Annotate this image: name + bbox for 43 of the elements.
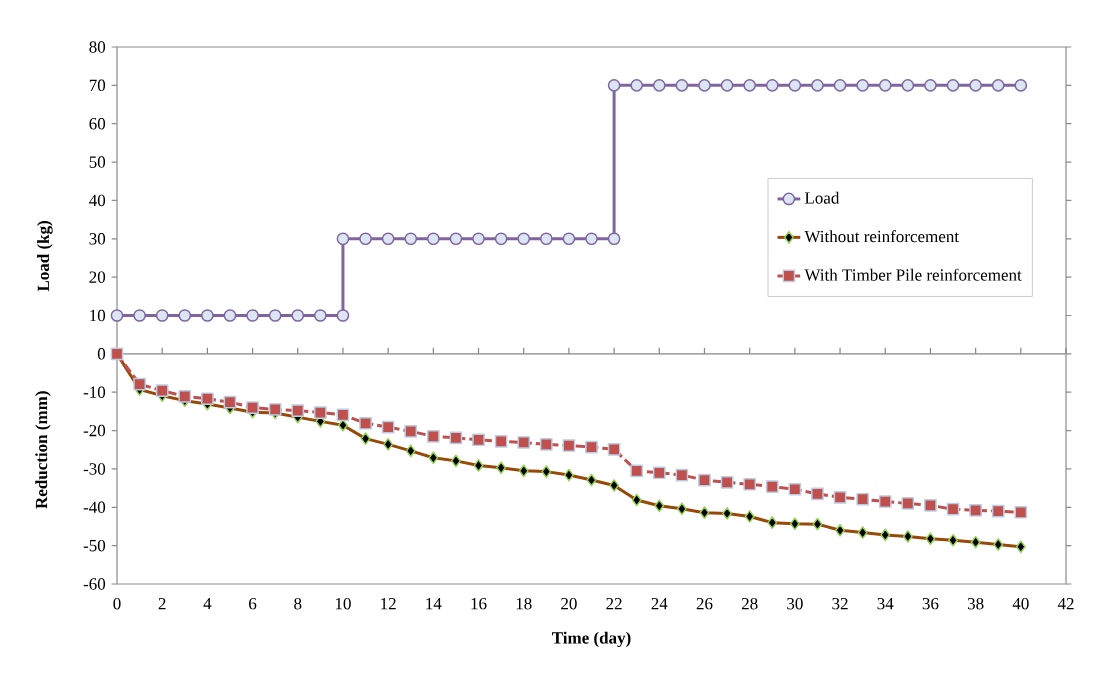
x-tick-label: 14 — [426, 597, 442, 610]
text: Reduction (mm) — [35, 391, 51, 509]
legend-label: With Timber Pile reinforcement — [804, 268, 1022, 281]
x-tick-label: 30 — [787, 597, 803, 610]
legend-label: Load — [804, 191, 840, 204]
y-tick-label: -20 — [83, 424, 106, 437]
legend-label: Without reinforcement — [804, 230, 959, 243]
x-tick-label: 36 — [922, 597, 939, 610]
x-tick-label: 6 — [249, 597, 257, 610]
x-tick-label: 4 — [203, 597, 212, 610]
y-axis-title: Load (kg) — [37, 221, 53, 292]
x-tick-label: 26 — [696, 597, 713, 610]
x-tick-label: 0 — [113, 597, 121, 610]
x-tick-label: 24 — [651, 597, 668, 610]
y-tick-label: -10 — [83, 386, 106, 398]
y-tick-label: 40 — [89, 194, 106, 207]
x-axis-title: Time (day) — [552, 631, 631, 648]
x-tick-label: 42 — [1057, 597, 1074, 610]
x-tick-label: 40 — [1012, 597, 1029, 610]
y-tick-label: 10 — [90, 309, 106, 322]
x-tick-label: 8 — [294, 597, 302, 610]
y-tick-label: 50 — [89, 156, 106, 168]
y-tick-label: -50 — [83, 539, 106, 552]
x-tick-label: 34 — [877, 597, 894, 610]
x-tick-label: 12 — [381, 597, 396, 610]
y-tick-label: -30 — [83, 463, 106, 475]
x-tick-label: 28 — [741, 597, 758, 610]
x-tick-label: 2 — [158, 597, 166, 610]
y-tick-label: -40 — [83, 501, 106, 514]
y-tick-label: 60 — [89, 117, 106, 130]
x-tick-label: 18 — [516, 597, 532, 610]
x-tick-label: 32 — [832, 597, 848, 610]
x-tick-label: 10 — [335, 597, 351, 610]
y-tick-label: 70 — [89, 79, 106, 92]
x-tick-label: 16 — [471, 597, 487, 610]
y-tick-label: 0 — [97, 348, 106, 360]
y-tick-label: -60 — [83, 578, 106, 590]
y-tick-label: 20 — [89, 271, 106, 283]
x-tick-label: 20 — [561, 597, 577, 610]
x-tick-label: 38 — [967, 597, 984, 610]
y-tick-label: 80 — [89, 41, 106, 53]
x-tick-label: 22 — [606, 597, 622, 610]
y-tick-label: 30 — [89, 233, 106, 245]
